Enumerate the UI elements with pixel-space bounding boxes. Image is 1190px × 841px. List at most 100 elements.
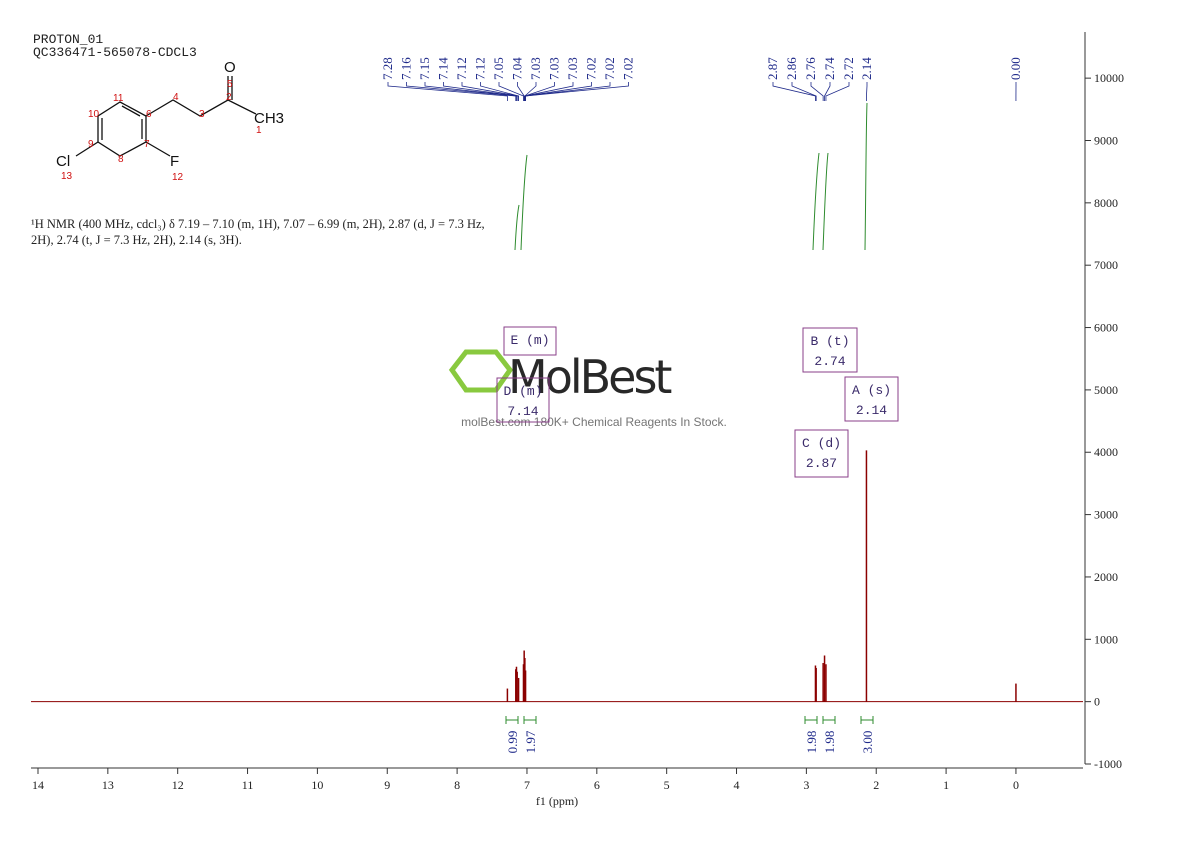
peak-label: 2.86: [784, 57, 799, 80]
integral-label: 0.99: [505, 731, 520, 754]
integral-label: 1.97: [523, 730, 538, 753]
x-tick-label: 7: [524, 778, 530, 792]
x-tick-label: 11: [242, 778, 254, 792]
atom-number: 3: [199, 109, 205, 120]
atom: Cl: [56, 153, 70, 170]
peak-label: 2.87: [765, 57, 780, 80]
peak-label: 7.03: [528, 57, 543, 80]
bonds: [75, 76, 257, 157]
multiplet-label: C (d): [802, 436, 841, 451]
y-tick-label: 4000: [1094, 445, 1118, 459]
peak-label: 7.03: [565, 57, 580, 80]
peak-connector: [480, 82, 519, 101]
x-tick-label: 2: [873, 778, 879, 792]
atom-number: 2: [226, 92, 232, 103]
integral-label: 1.98: [822, 731, 837, 754]
peak-connector: [443, 82, 518, 101]
peak-connector: [406, 82, 517, 101]
peak-label: 2.72: [841, 57, 856, 80]
atom-number: 10: [88, 109, 100, 120]
peak-label: 7.03: [547, 57, 562, 80]
nmr-description: 2H), 2.74 (t, J = 7.3 Hz, 2H), 2.14 (s, …: [31, 233, 242, 247]
atom-number: 12: [172, 172, 184, 183]
y-tick-label: -1000: [1094, 757, 1122, 771]
header-line: PROTON_01: [33, 32, 103, 47]
peak-connector: [824, 82, 831, 101]
watermark-brand: MolBest: [508, 350, 671, 404]
y-tick-label: 5000: [1094, 383, 1118, 397]
peak-label: 7.14: [436, 57, 451, 80]
atom: O: [224, 59, 236, 76]
multiplet-label: A (s): [852, 383, 891, 398]
y-tick-label: 1000: [1094, 632, 1118, 646]
atom-number: 13: [61, 171, 73, 182]
nmr-description: ¹H NMR (400 MHz, cdcl₃) δ 7.19 – 7.10 (m…: [31, 217, 485, 231]
peak-connector: [424, 82, 517, 101]
ring: [97, 101, 147, 157]
multiplet-label: E (m): [510, 333, 549, 348]
structure: O 5 2 4 3 11 10 6 CH3 1 9 7 8 Cl 13 F 12: [56, 59, 284, 183]
peak-connector: [810, 82, 824, 101]
peak-connector: [498, 82, 524, 101]
integral-bracket: [860, 716, 874, 724]
x-tick-label: 9: [384, 778, 390, 792]
peak-label: 7.02: [584, 57, 599, 80]
peak-label: 7.12: [473, 57, 488, 80]
watermark-tagline: molBest.com 180K+ Chemical Reagents In S…: [461, 415, 727, 429]
peak-label: 7.15: [417, 57, 432, 80]
y-tick-label: 3000: [1094, 508, 1118, 522]
peak-label: 7.28: [380, 57, 395, 80]
y-tick-label: 10000: [1094, 71, 1124, 85]
peak-label: 7.16: [399, 57, 414, 80]
integral-bracket: [804, 716, 818, 724]
x-tick-label: 1: [943, 778, 949, 792]
x-tick-label: 14: [32, 778, 44, 792]
multiplet-shift: 7.14: [507, 404, 538, 419]
multiplet-label: D (m): [503, 384, 542, 399]
peak-label: 0.00: [1008, 57, 1023, 80]
peak-connector: [772, 82, 816, 101]
peak-connector: [825, 82, 850, 101]
peak-connector: [387, 82, 508, 101]
atom-number: 6: [146, 109, 152, 120]
integral-bracket: [822, 716, 836, 724]
y-tick-label: 9000: [1094, 133, 1118, 147]
integral-curve: [864, 102, 868, 251]
integral-label: 1.98: [804, 731, 819, 754]
peak-connector: [866, 82, 868, 101]
x-tick-label: 10: [311, 778, 323, 792]
multiplet-box: [503, 326, 557, 356]
atom-number: 5: [227, 79, 233, 90]
integral-label: 3.00: [860, 731, 875, 754]
multiplet-box: [844, 376, 899, 422]
atom: F: [170, 153, 179, 170]
atom-number: 9: [88, 139, 94, 150]
peak-label: 2.74: [822, 57, 837, 80]
multiplet-box: [794, 429, 849, 478]
y-tick-label: 8000: [1094, 196, 1118, 210]
x-tick-label: 4: [734, 778, 740, 792]
x-tick-label: 8: [454, 778, 460, 792]
y-tick-label: 0: [1094, 695, 1100, 709]
peak-label: 2.76: [803, 57, 818, 80]
integral-curve: [812, 152, 829, 251]
peak-connector: [525, 82, 629, 101]
peak-label: 7.04: [510, 57, 525, 80]
x-tick-label: 3: [803, 778, 809, 792]
peak-connector: [517, 82, 525, 101]
peak-connector: [524, 82, 537, 101]
y-tick-label: 6000: [1094, 321, 1118, 335]
peak-label: 2.14: [859, 57, 874, 80]
multiplet-box: [496, 377, 550, 423]
multiplet-box: [802, 327, 858, 373]
peak-label: 7.05: [491, 57, 506, 80]
multiplet-label: B (t): [810, 334, 849, 349]
peak-label: 7.12: [454, 57, 469, 80]
x-tick-label: 0: [1013, 778, 1019, 792]
y-tick-label: 7000: [1094, 258, 1118, 272]
atom-number: 8: [118, 154, 124, 165]
peak-label: 7.02: [621, 57, 636, 80]
multiplet-shift: 2.87: [806, 456, 837, 471]
peak-connector: [791, 82, 817, 101]
multiplet-shift: 2.74: [814, 354, 845, 369]
